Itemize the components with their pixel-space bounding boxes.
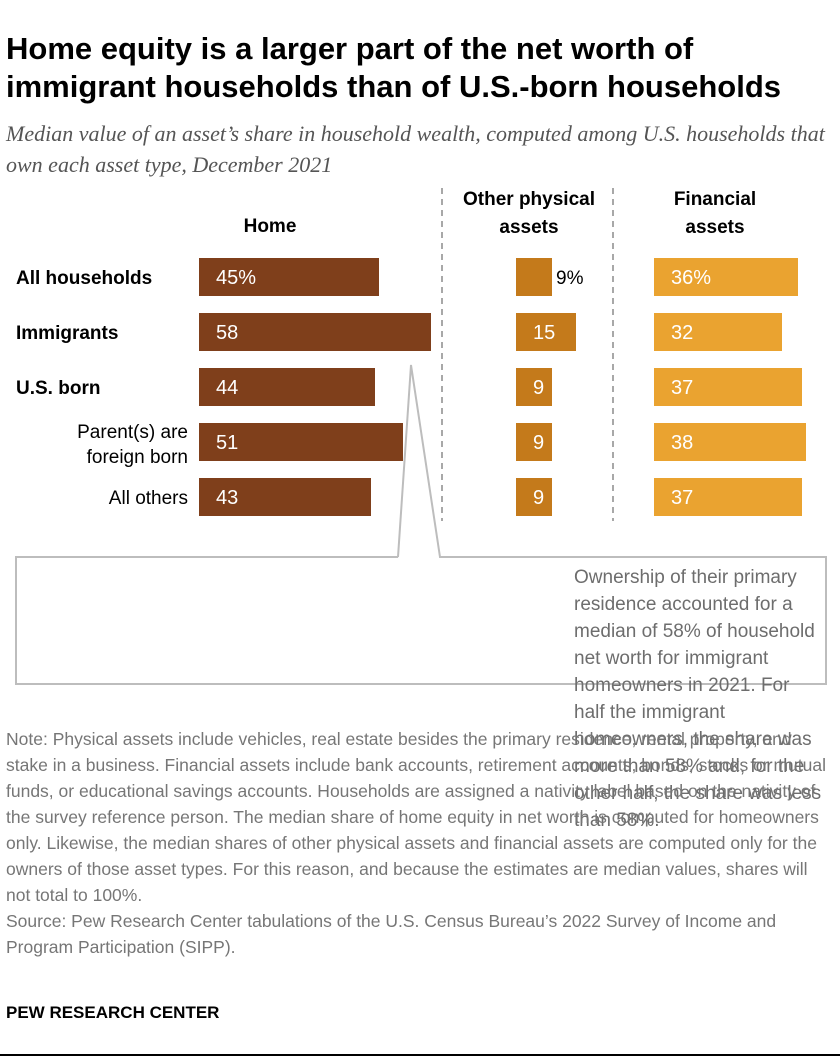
callout-box (15, 364, 827, 685)
chart-subtitle: Median value of an asset’s share in hous… (6, 121, 825, 177)
note-text: Note: Physical assets include vehicles, … (6, 729, 827, 905)
data-label: 58 (216, 322, 238, 344)
bar (199, 258, 379, 296)
bar (516, 423, 552, 461)
category-label: All households (16, 268, 152, 289)
data-label: 9 (533, 487, 544, 509)
bar (199, 313, 431, 351)
data-label: 45% (216, 267, 256, 289)
bar-chart: Home Other physical assets Financial assets A… (15, 188, 827, 685)
bottom-rule (0, 1054, 840, 1056)
callout-text: Ownership of their primary residence acc… (574, 567, 822, 831)
bar (654, 313, 782, 351)
data-label: 9 (533, 377, 544, 399)
bar (516, 368, 552, 406)
data-label: 15 (533, 322, 555, 344)
data-label: 37 (671, 487, 693, 509)
data-label: 9 (533, 432, 544, 454)
bar (199, 423, 403, 461)
notes: Note: Physical assets include vehicles, … (6, 726, 826, 960)
bar (654, 478, 802, 516)
data-label: 36% (671, 267, 711, 289)
data-label: 32 (671, 322, 693, 344)
data-label: 38 (671, 432, 693, 454)
series-header-3: Financial assets (674, 189, 756, 238)
data-label: 43 (216, 487, 238, 509)
bar (654, 368, 802, 406)
bar (654, 423, 806, 461)
category-label: U.S. born (16, 378, 100, 399)
pew-brand: PEW RESEARCH CENTER (6, 1003, 220, 1022)
bar (654, 258, 798, 296)
category-label: Immigrants (16, 323, 118, 344)
bar (199, 478, 371, 516)
bar (199, 368, 375, 406)
bar (516, 478, 552, 516)
data-label: 9% (556, 268, 584, 289)
data-label: 37 (671, 377, 693, 399)
source-text: Source: Pew Research Center tabulations … (6, 911, 777, 957)
chart-title: Home equity is a larger part of the net … (6, 31, 781, 104)
category-label: Parent(s) are foreign born (77, 422, 188, 468)
series-header-1: Home (244, 216, 297, 237)
category-label: All others (109, 488, 188, 509)
bar (516, 258, 552, 296)
bar (516, 313, 576, 351)
series-header-2: Other physical assets (463, 189, 595, 238)
data-label: 44 (216, 377, 238, 399)
data-label: 51 (216, 432, 238, 454)
